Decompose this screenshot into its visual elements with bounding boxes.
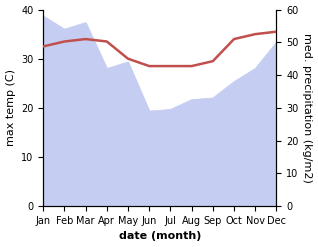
X-axis label: date (month): date (month) [119, 231, 201, 242]
Y-axis label: med. precipitation (kg/m2): med. precipitation (kg/m2) [302, 33, 313, 183]
Y-axis label: max temp (C): max temp (C) [5, 69, 16, 146]
